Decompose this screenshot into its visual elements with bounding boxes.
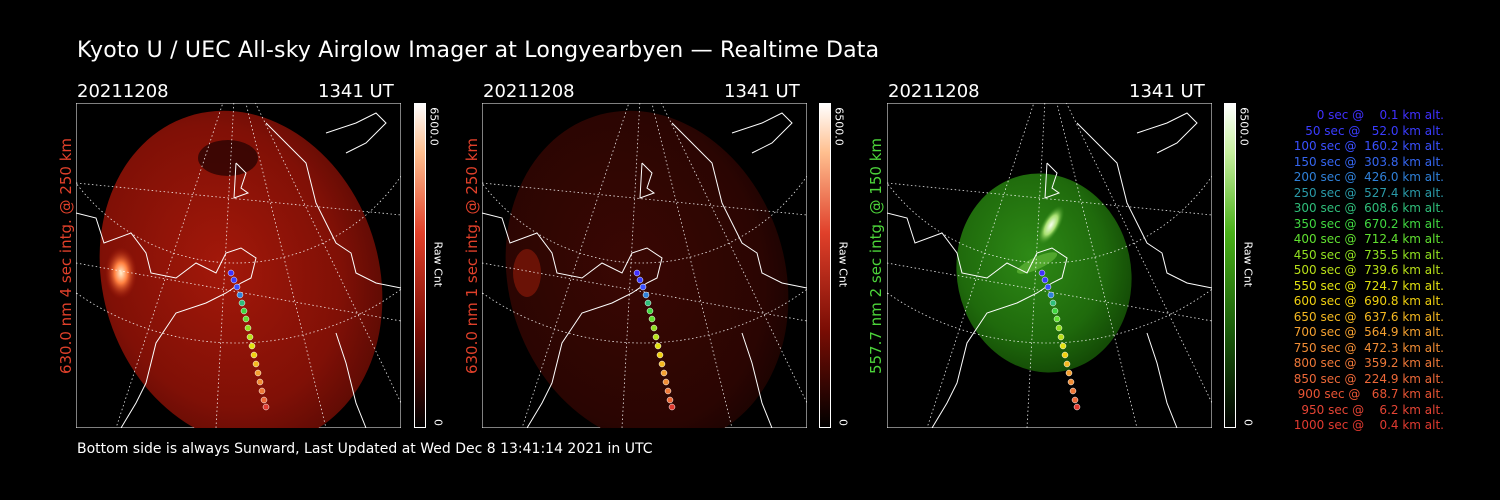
legend-row: 450 sec @ 735.5 km alt. xyxy=(1293,247,1444,262)
footer-note: Bottom side is always Sunward, Last Upda… xyxy=(77,441,653,457)
panel-3-ylabel: 557.7 nm 2 sec intg. @ 150 km xyxy=(867,137,885,375)
legend-row: 100 sec @ 160.2 km alt. xyxy=(1293,139,1444,153)
panel-2-skymap xyxy=(482,103,807,428)
legend-row: 650 sec @ 637.6 km alt. xyxy=(1293,309,1444,324)
legend-row: 400 sec @ 712.4 km alt. xyxy=(1293,232,1444,246)
panel-3-cbar-min: 0 xyxy=(1241,419,1255,426)
legend-row: 50 sec @ 52.0 km alt. xyxy=(1305,123,1444,138)
panel-1-time: 1341 UT xyxy=(318,81,394,102)
panel-1-cbar-min: 0 xyxy=(431,419,445,426)
airglow-ellipse xyxy=(99,110,383,428)
trajectory xyxy=(227,269,270,411)
grid-lines xyxy=(76,103,401,428)
legend-row: 800 sec @ 359.2 km alt. xyxy=(1293,356,1444,370)
legend-row: 600 sec @ 690.8 km alt. xyxy=(1293,294,1444,308)
legend-row: 350 sec @ 670.2 km alt. xyxy=(1293,216,1444,231)
page-title: Kyoto U / UEC All-sky Airglow Imager at … xyxy=(77,38,880,63)
panel-2-date: 20211208 xyxy=(483,81,575,102)
legend-row: 250 sec @ 527.4 km alt. xyxy=(1293,185,1444,200)
panel-1-ylabel: 630.0 nm 4 sec intg. @ 250 km xyxy=(57,137,75,375)
panel-2-time: 1341 UT xyxy=(724,81,800,102)
bright-patch xyxy=(105,247,137,299)
panel-2-ylabel: 630.0 nm 1 sec intg. @ 250 km xyxy=(463,137,481,375)
panel-3-skymap xyxy=(887,103,1212,428)
legend-row: 300 sec @ 608.6 km alt. xyxy=(1293,201,1444,215)
panel-2-cbar-min: 0 xyxy=(836,419,850,426)
panel-3-date: 20211208 xyxy=(888,81,980,102)
legend-row: 950 sec @ 6.2 km alt. xyxy=(1301,402,1444,417)
panel-1-date: 20211208 xyxy=(77,81,169,102)
panel-1-colorbar xyxy=(414,103,426,428)
panel-3-cbar-label: Raw Cnt xyxy=(1241,241,1255,288)
panel-1-cbar-label: Raw Cnt xyxy=(431,241,445,288)
legend-row: 500 sec @ 739.6 km alt. xyxy=(1293,263,1444,277)
panel-2-colorbar xyxy=(819,103,831,428)
coastline xyxy=(76,112,401,428)
panel-1-skymap xyxy=(76,103,401,428)
panel-2-cbar-label: Raw Cnt xyxy=(836,241,850,288)
legend-row: 550 sec @ 724.7 km alt. xyxy=(1293,278,1444,293)
trajectory-legend: 0 sec @ 0.1 km alt. 50 sec @ 52.0 km alt.… xyxy=(1262,108,1444,434)
legend-row: 150 sec @ 303.8 km alt. xyxy=(1293,154,1444,169)
legend-row: 700 sec @ 564.9 km alt. xyxy=(1293,325,1444,339)
legend-row: 200 sec @ 426.0 km alt. xyxy=(1293,170,1444,184)
panel-1-cbar-max: 6500.0 xyxy=(427,107,441,146)
panel-3-time: 1341 UT xyxy=(1129,81,1205,102)
panel-3-cbar-max: 6500.0 xyxy=(1237,107,1251,146)
legend-row: 0 sec @ 0.1 km alt. xyxy=(1316,108,1444,122)
legend-row: 850 sec @ 224.9 km alt. xyxy=(1293,371,1444,386)
legend-row: 750 sec @ 472.3 km alt. xyxy=(1293,340,1444,355)
panel-2-cbar-max: 6500.0 xyxy=(832,107,846,146)
panel-3-colorbar xyxy=(1224,103,1236,428)
legend-row: 900 sec @ 68.7 km alt. xyxy=(1297,387,1444,401)
legend-row: 1000 sec @ 0.4 km alt. xyxy=(1293,418,1444,432)
